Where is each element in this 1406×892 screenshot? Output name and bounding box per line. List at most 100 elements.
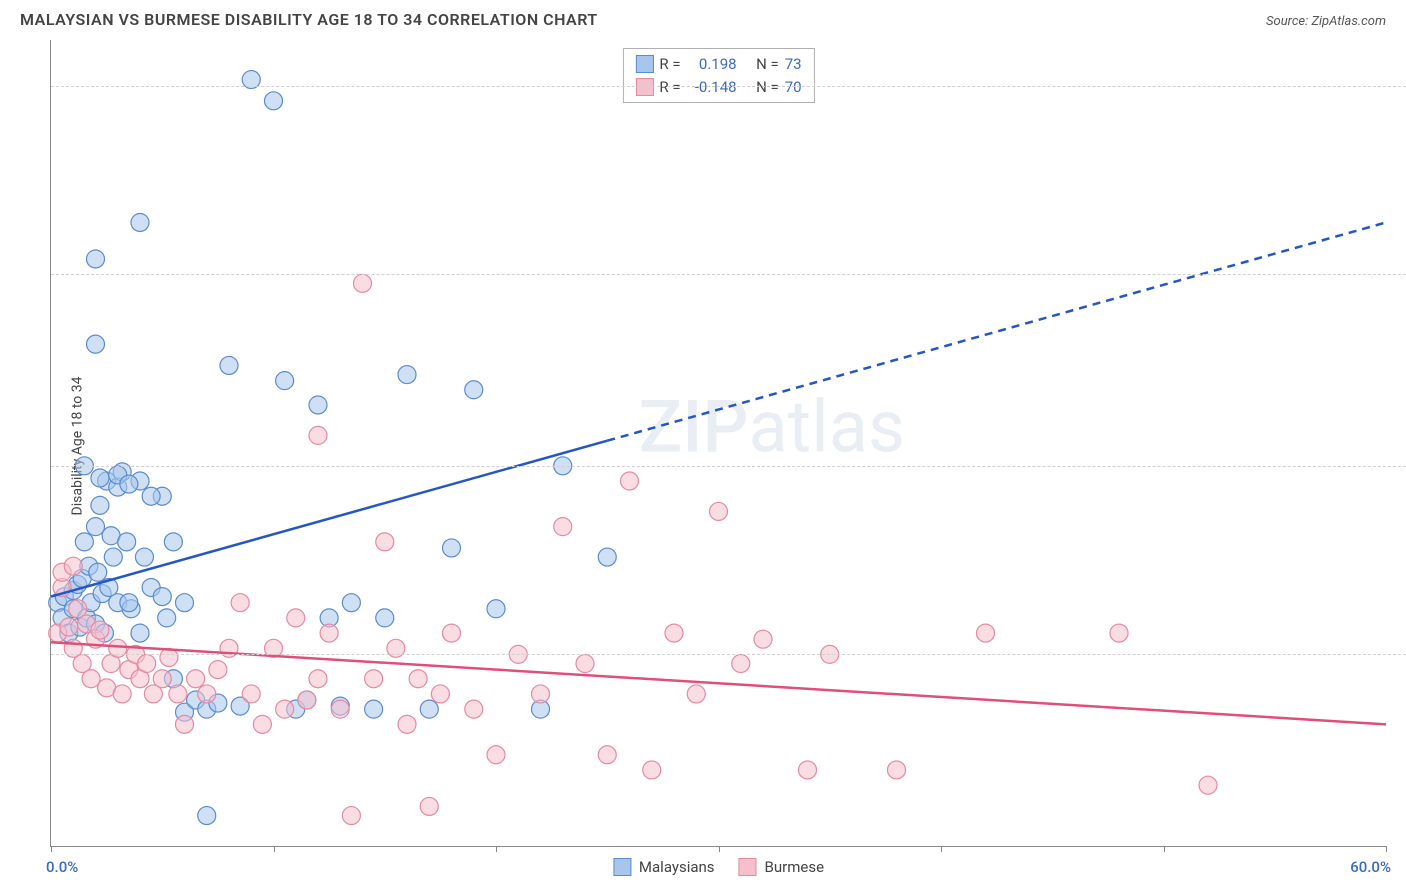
x-axis-max-label: 60.0% — [1350, 858, 1391, 876]
scatter-point — [888, 761, 906, 779]
scatter-point — [643, 761, 661, 779]
scatter-point — [598, 548, 616, 566]
scatter-point — [142, 487, 160, 505]
r-value-1: 0.198 — [687, 53, 737, 76]
scatter-point — [131, 213, 149, 231]
source-attribution: Source: ZipAtlas.com — [1266, 10, 1386, 29]
legend-item-1: Malaysians — [613, 858, 715, 876]
correlation-row-1: R = 0.198 N = 73 — [635, 53, 801, 76]
scatter-point — [198, 807, 216, 825]
scatter-point — [398, 366, 416, 384]
y-tick-label: 18.8% — [1391, 266, 1406, 282]
x-tick-mark — [1386, 846, 1387, 852]
scatter-svg — [51, 40, 1386, 846]
x-tick-mark — [719, 846, 720, 852]
legend-label-1: Malaysians — [639, 858, 715, 876]
scatter-point — [532, 685, 550, 703]
scatter-point — [799, 761, 817, 779]
scatter-point — [276, 372, 294, 390]
n-value-1: 73 — [785, 53, 802, 76]
trend-line-dashed — [607, 222, 1386, 440]
scatter-point — [187, 670, 205, 688]
scatter-point — [710, 502, 728, 520]
scatter-point — [89, 563, 107, 581]
scatter-point — [138, 655, 156, 673]
scatter-point — [75, 533, 93, 551]
scatter-point — [120, 594, 138, 612]
scatter-point — [87, 518, 105, 536]
r-label-2: R = — [659, 76, 680, 99]
scatter-point — [220, 356, 238, 374]
scatter-point — [91, 621, 109, 639]
scatter-point — [598, 746, 616, 764]
scatter-point — [120, 475, 138, 493]
gridline — [51, 274, 1406, 275]
scatter-point — [576, 655, 594, 673]
scatter-point — [431, 685, 449, 703]
scatter-point — [91, 496, 109, 514]
chart-title: MALAYSIAN VS BURMESE DISABILITY AGE 18 T… — [20, 10, 598, 29]
scatter-point — [665, 624, 683, 642]
scatter-point — [398, 715, 416, 733]
scatter-point — [465, 700, 483, 718]
scatter-point — [153, 588, 171, 606]
scatter-point — [265, 92, 283, 110]
scatter-point — [732, 655, 750, 673]
legend-label-2: Burmese — [765, 858, 825, 876]
swatch-series-2 — [635, 78, 653, 96]
scatter-point — [320, 624, 338, 642]
scatter-point — [309, 396, 327, 414]
scatter-point — [443, 624, 461, 642]
chart-area: ZIPatlas R = 0.198 N = 73 R = -0.148 N =… — [50, 40, 1386, 847]
legend-swatch-2 — [739, 858, 757, 876]
scatter-point — [87, 250, 105, 268]
scatter-point — [443, 539, 461, 557]
scatter-point — [231, 594, 249, 612]
scatter-point — [487, 600, 505, 618]
scatter-point — [376, 609, 394, 627]
legend: Malaysians Burmese — [613, 858, 824, 876]
scatter-point — [153, 670, 171, 688]
source-prefix: Source: — [1266, 14, 1311, 29]
gridline — [51, 654, 1406, 655]
scatter-point — [554, 518, 572, 536]
scatter-point — [118, 533, 136, 551]
gridline — [51, 86, 1406, 87]
scatter-point — [82, 670, 100, 688]
scatter-point — [342, 807, 360, 825]
x-tick-mark — [51, 846, 52, 852]
scatter-point — [176, 594, 194, 612]
scatter-point — [309, 670, 327, 688]
y-tick-label: 12.5% — [1391, 458, 1406, 474]
scatter-point — [331, 700, 349, 718]
legend-swatch-1 — [613, 858, 631, 876]
scatter-point — [91, 469, 109, 487]
scatter-point — [687, 685, 705, 703]
scatter-point — [420, 797, 438, 815]
scatter-point — [977, 624, 995, 642]
legend-item-2: Burmese — [739, 858, 825, 876]
scatter-point — [87, 335, 105, 353]
scatter-point — [160, 648, 178, 666]
scatter-point — [131, 624, 149, 642]
scatter-point — [104, 548, 122, 566]
scatter-point — [209, 661, 227, 679]
correlation-row-2: R = -0.148 N = 70 — [635, 76, 801, 99]
scatter-point — [342, 594, 360, 612]
n-value-2: 70 — [785, 76, 802, 99]
scatter-point — [298, 691, 316, 709]
scatter-point — [276, 700, 294, 718]
y-tick-label: 6.3% — [1391, 646, 1406, 662]
scatter-point — [198, 685, 216, 703]
scatter-point — [135, 548, 153, 566]
scatter-point — [253, 715, 271, 733]
scatter-point — [64, 557, 82, 575]
x-tick-mark — [941, 846, 942, 852]
scatter-point — [1199, 776, 1217, 794]
y-tick-label: 25.0% — [1391, 78, 1406, 94]
scatter-point — [409, 670, 427, 688]
x-axis-min-label: 0.0% — [46, 858, 78, 876]
scatter-point — [487, 746, 505, 764]
x-tick-mark — [274, 846, 275, 852]
scatter-point — [754, 630, 772, 648]
